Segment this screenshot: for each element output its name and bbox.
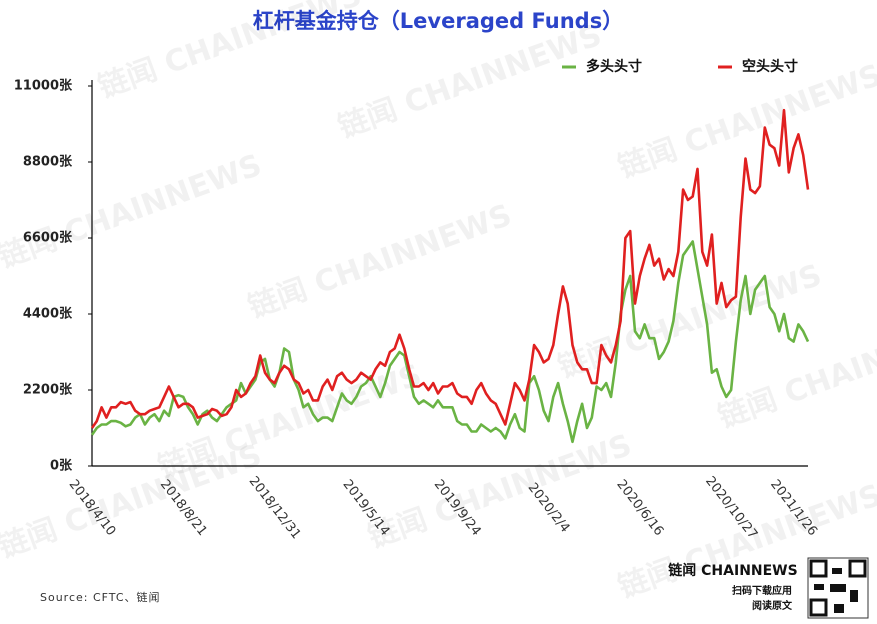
qr-code	[807, 557, 869, 619]
y-tick-label: 2200张	[23, 383, 73, 398]
y-tick-label: 0张	[50, 459, 73, 474]
watermark: 链闻 CHAINNEWS	[0, 438, 266, 566]
data-line	[90, 240, 810, 444]
watermark: 链闻 CHAINNEWS	[334, 18, 607, 146]
y-tick-label: 11000张	[14, 79, 73, 94]
x-tick-label: 2020/6/16	[613, 477, 666, 539]
x-tick-label: 2018/12/31	[246, 474, 304, 542]
source: Source: CFTC、链闻	[40, 590, 161, 604]
y-tick-label: 8800张	[23, 155, 73, 170]
legend-label: 多头头寸	[586, 58, 642, 75]
brand-name: 链闻 CHAINNEWS	[668, 562, 797, 579]
chart-title: 杠杆基金持仓（Leveraged Funds）	[253, 9, 623, 33]
y-tick-label: 4400张	[23, 307, 73, 322]
legend-label: 空头头寸	[742, 58, 798, 75]
brand-line: 扫码下载应用	[732, 584, 792, 597]
y-tick-label: 6600张	[23, 231, 73, 246]
watermark: 链闻 CHAINNEWS	[94, 0, 367, 106]
watermark: 链闻 CHAINNEWS	[244, 198, 517, 326]
data-line	[90, 108, 810, 429]
brand-line: 阅读原文	[752, 599, 793, 612]
watermark: 链闻 CHAINNEWS	[364, 428, 637, 556]
